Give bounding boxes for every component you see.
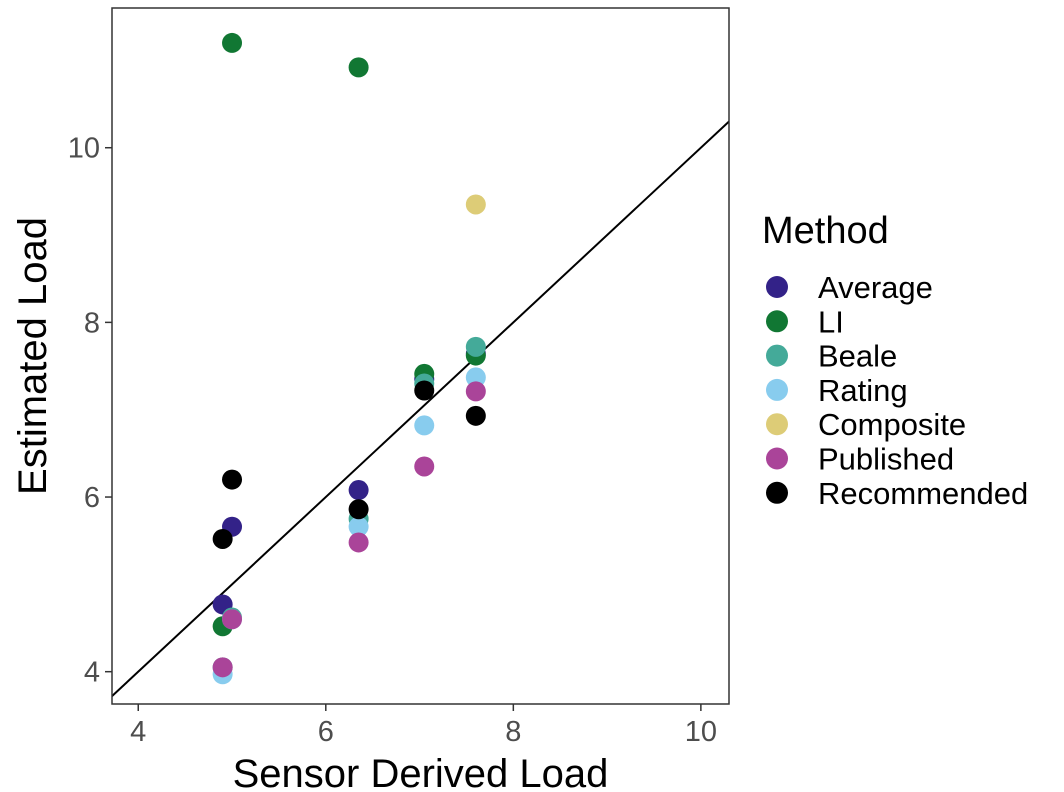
point-rating-3 [414, 415, 435, 436]
plot-area [112, 32, 729, 698]
series-recommended [212, 380, 486, 549]
legend-key [766, 276, 788, 298]
legend-item-rating: Rating [766, 373, 908, 408]
y-axis-title: Estimated Load [11, 217, 55, 495]
point-recommended-4 [465, 405, 486, 426]
series-published [212, 381, 486, 678]
point-rating-2 [348, 516, 369, 537]
legend-label: Recommended [818, 476, 1028, 511]
panel-border [111, 7, 730, 705]
series-composite [465, 194, 486, 215]
legend-key [766, 447, 788, 470]
axes: 4 6 8 10 4 6 8 10 Sensor Derived Load Estimated L… [11, 7, 730, 792]
legend-item-published: Published [766, 442, 954, 477]
legend-label: Published [818, 442, 954, 477]
legend-key [766, 481, 788, 504]
legend-item-beale: Beale [766, 339, 897, 374]
point-published-2 [348, 532, 369, 553]
x-tick-label: 4 [130, 716, 146, 748]
legend-label: Composite [818, 407, 966, 442]
y-tick-label: 4 [84, 657, 100, 689]
legend-key [766, 413, 788, 436]
point-published-3 [414, 456, 435, 477]
point-recommended-0 [212, 528, 233, 549]
point-published-0 [212, 657, 233, 678]
point-composite-0 [465, 194, 486, 215]
legend-label: Beale [818, 339, 897, 374]
legend-key [766, 378, 788, 401]
y-tick-label: 6 [84, 482, 100, 514]
point-recommended-2 [348, 499, 369, 520]
x-axis-title: Sensor Derived Load [233, 752, 609, 792]
x-tick-label: 10 [685, 716, 717, 748]
point-beale-4 [465, 336, 486, 357]
point-published-1 [222, 609, 243, 630]
x-tick-label: 8 [505, 716, 521, 748]
legend-item-li: LI [766, 304, 844, 339]
point-published-4 [465, 381, 486, 402]
point-rating-4 [465, 367, 486, 388]
y-tick-label: 10 [68, 133, 100, 165]
legend-item-recommended: Recommended [766, 476, 1028, 511]
series-average [212, 343, 486, 615]
point-recommended-1 [222, 469, 243, 490]
point-li-1 [222, 32, 243, 53]
legend-key [766, 344, 788, 367]
x-tick-label: 6 [318, 716, 334, 748]
legend-title: Method [762, 210, 889, 252]
legend-label: LI [818, 304, 844, 339]
legend-key [766, 310, 788, 333]
legend-label: Rating [818, 373, 908, 408]
legend-label: Average [818, 270, 933, 305]
point-recommended-3 [414, 380, 435, 401]
y-tick-label: 8 [84, 307, 100, 339]
legend-item-composite: Composite [766, 407, 966, 442]
point-li-2 [348, 57, 369, 78]
legend: Method AverageLIBealeRatingCompositePubli… [762, 210, 1028, 511]
series-rating [212, 367, 486, 685]
point-average-2 [348, 480, 369, 501]
legend-item-average: Average [766, 270, 933, 305]
